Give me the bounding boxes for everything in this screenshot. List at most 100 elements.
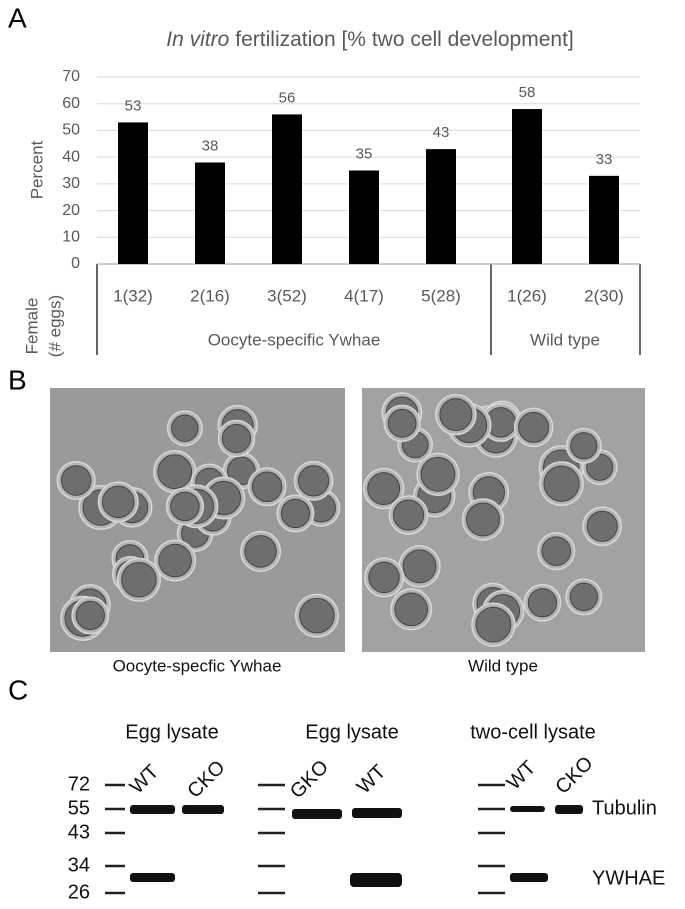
panel-label: C — [8, 674, 28, 705]
marker-label: 26 — [68, 881, 90, 903]
cell — [170, 491, 200, 522]
marker-label: 55 — [68, 797, 90, 819]
value-label: 33 — [596, 151, 613, 168]
band — [130, 873, 175, 882]
cell — [392, 499, 425, 531]
cell — [543, 465, 580, 502]
cell — [297, 465, 330, 497]
cell — [569, 582, 599, 612]
group-label: Wild type — [530, 330, 600, 349]
cell — [280, 498, 311, 529]
cell — [75, 600, 106, 631]
cell — [367, 472, 401, 506]
value-label: 38 — [202, 137, 219, 154]
chart-title: In vitro fertilization [% two cell develo… — [166, 28, 574, 51]
title-italic: In vitro — [166, 28, 229, 51]
marker-label: 43 — [68, 821, 90, 843]
lane-label: CKO — [183, 756, 229, 802]
cell — [439, 398, 473, 432]
cell — [226, 456, 256, 486]
lane-label: WT — [126, 761, 164, 799]
image-caption: Wild type — [468, 656, 538, 675]
cell — [570, 432, 598, 460]
bar — [272, 114, 302, 265]
title-text: fertilization [% two cell development] — [235, 28, 574, 51]
band — [292, 809, 342, 819]
band — [352, 808, 402, 818]
value-label: 58 — [519, 84, 536, 101]
cell — [171, 414, 199, 442]
cell — [518, 411, 550, 443]
value-label: 53 — [125, 97, 142, 114]
band-label: YWHAE — [592, 867, 665, 889]
y-tick-label: 60 — [62, 95, 80, 112]
y-axis-label: Percent — [27, 140, 46, 199]
band — [130, 805, 175, 814]
value-label: 56 — [279, 89, 296, 106]
x-tick-label: 3(52) — [267, 286, 307, 305]
bar — [195, 162, 225, 264]
cell — [101, 485, 135, 519]
cell — [394, 592, 429, 627]
value-label: 43 — [433, 124, 450, 141]
marker-label: 72 — [68, 773, 90, 795]
y-tick-label: 0 — [71, 255, 80, 272]
cell — [121, 561, 157, 598]
cell — [402, 549, 437, 584]
cell — [157, 454, 193, 490]
bar-chart: In vitro fertilization [% two cell develo… — [22, 28, 641, 357]
cell — [299, 597, 335, 634]
band — [555, 805, 583, 814]
value-label: 35 — [356, 145, 373, 162]
micrographs: Oocyte-specfic Ywhae Wild type — [50, 388, 645, 675]
cell — [541, 536, 572, 567]
panel-label: B — [8, 364, 27, 395]
x-tick-label: 1(32) — [113, 286, 153, 305]
lane-label: GKO — [286, 756, 333, 803]
x-tick-label: 1(26) — [507, 286, 547, 305]
western-blot: Egg lysate Egg lysate two-cell lysate WT… — [68, 721, 666, 903]
panel-label: A — [8, 2, 27, 33]
lane-label: CKO — [551, 752, 597, 798]
group-label: Oocyte-specific Ywhae — [208, 330, 381, 349]
cell — [586, 510, 618, 542]
y-tick-label: 30 — [62, 175, 80, 192]
x-tick-label: 4(17) — [344, 286, 384, 305]
band-label: Tubulin — [592, 797, 657, 819]
x-tick-label: 5(28) — [421, 286, 461, 305]
band — [350, 873, 402, 887]
band — [510, 806, 545, 812]
cell — [244, 535, 277, 568]
blot-title: two-cell lysate — [470, 721, 596, 743]
cell — [221, 423, 252, 454]
y-tick-label: 70 — [62, 68, 80, 85]
x-tick-label: 2(16) — [190, 286, 230, 305]
cell — [475, 606, 512, 643]
bar — [589, 175, 619, 264]
cell — [527, 588, 558, 618]
cell — [387, 408, 417, 438]
cell — [251, 471, 283, 503]
x-axis-label-unit: (# eggs) — [45, 295, 64, 357]
image-caption: Oocyte-specfic Ywhae — [113, 656, 282, 675]
bar — [118, 122, 148, 265]
cell — [368, 561, 400, 594]
x-tick-label: 2(30) — [584, 286, 624, 305]
bar — [512, 109, 542, 264]
bar — [426, 149, 456, 264]
y-tick-label: 10 — [62, 229, 80, 246]
band — [182, 805, 224, 814]
y-tick-label: 50 — [62, 122, 80, 139]
blot-title: Egg lysate — [125, 721, 218, 743]
x-axis-label: Female — [22, 298, 41, 355]
cell — [158, 543, 192, 578]
cell — [465, 502, 501, 537]
lane-label: WT — [503, 757, 541, 795]
y-tick-label: 20 — [62, 202, 80, 219]
y-tick-label: 40 — [62, 148, 80, 165]
band — [510, 873, 548, 882]
lane-label: WT — [353, 761, 391, 799]
cell — [420, 456, 456, 492]
marker-label: 34 — [68, 854, 90, 876]
